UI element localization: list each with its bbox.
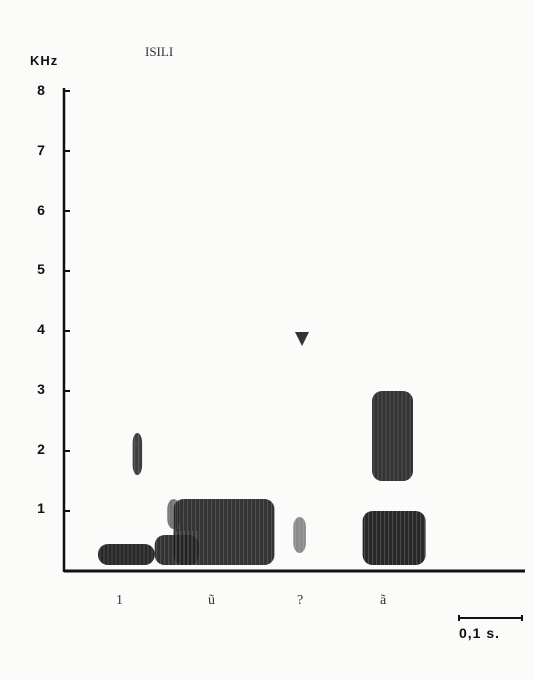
y-tick-label: 1 <box>37 500 45 516</box>
energy-region <box>293 517 306 553</box>
y-tick-label: 3 <box>37 381 45 397</box>
segment-label: ũ <box>208 593 215 608</box>
energy-region <box>372 391 413 481</box>
y-axis-unit-label: KHz <box>30 53 59 68</box>
y-tick-label: 7 <box>37 142 45 158</box>
energy-region <box>362 511 426 565</box>
energy-region <box>167 499 180 529</box>
energy-region <box>173 499 275 565</box>
y-tick-label: 6 <box>37 202 45 218</box>
chart-title: ISILI <box>145 44 174 59</box>
energy-region <box>132 433 143 475</box>
segment-label: ? <box>297 593 304 608</box>
y-tick-label: 5 <box>37 261 45 277</box>
y-tick-label: 2 <box>37 441 45 457</box>
scale-bar-label: 0,1 s. <box>459 625 501 641</box>
y-axis-ticks <box>64 90 70 512</box>
energy-region <box>98 544 155 565</box>
y-tick-label: 4 <box>37 321 45 337</box>
y-tick-label: 8 <box>37 82 45 98</box>
segment-label: ã <box>380 593 387 608</box>
spectrogram-energy <box>98 387 426 565</box>
segment-label: 1 <box>116 593 123 608</box>
glottal-stop-marker <box>295 332 309 346</box>
